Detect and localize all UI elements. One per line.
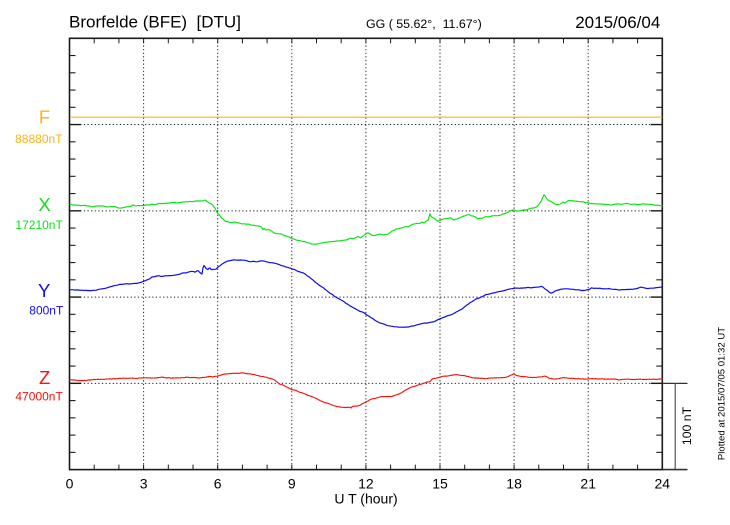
svg-text:GG ( 55.62°, 11.67°): GG ( 55.62°, 11.67°)	[366, 17, 482, 31]
svg-text:800nT: 800nT	[29, 303, 64, 317]
svg-text:21: 21	[580, 475, 596, 491]
svg-text:88880nT: 88880nT	[15, 132, 63, 146]
svg-text:9: 9	[288, 475, 296, 491]
svg-text:6: 6	[214, 475, 222, 491]
svg-text:Plotted at 2015/07/05 01:32 UT: Plotted at 2015/07/05 01:32 UT	[717, 327, 728, 460]
svg-text:18: 18	[506, 475, 522, 491]
svg-text:0: 0	[66, 475, 74, 491]
svg-text:47000nT: 47000nT	[15, 390, 63, 404]
svg-text:Brorfelde (BFE) [DTU]: Brorfelde (BFE) [DTU]	[69, 13, 241, 32]
svg-text:17210nT: 17210nT	[15, 218, 63, 232]
svg-text:12: 12	[358, 475, 374, 491]
svg-text:Y: Y	[38, 280, 50, 301]
svg-text:15: 15	[432, 475, 448, 491]
svg-text:X: X	[38, 194, 50, 215]
svg-text:24: 24	[655, 475, 671, 491]
svg-text:2015/06/04: 2015/06/04	[575, 13, 660, 32]
svg-text:3: 3	[140, 475, 148, 491]
svg-text:Z: Z	[39, 367, 50, 388]
svg-text:F: F	[39, 107, 50, 128]
svg-text:100 nT: 100 nT	[680, 406, 694, 445]
svg-text:U T (hour): U T (hour)	[334, 491, 397, 507]
